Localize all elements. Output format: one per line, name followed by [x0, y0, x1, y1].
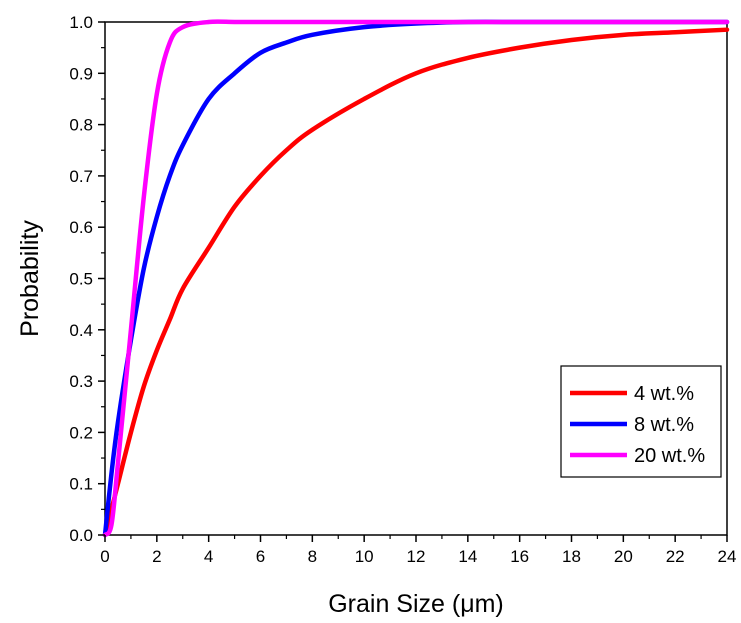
y-tick-label: 0.0: [69, 526, 93, 545]
y-tick-label: 0.9: [69, 64, 93, 83]
x-tick-label: 12: [407, 547, 426, 566]
y-tick-label: 0.8: [69, 116, 93, 135]
y-axis-ticks: 0.0 0.1 0.2 0.3 0.4 0.5 0.6 0.7 0.8 0.9 1.0: [69, 13, 105, 545]
series-line-0: [102, 27, 730, 538]
x-tick-label: 8: [308, 547, 317, 566]
legend-label-2: 20 wt.%: [634, 445, 705, 467]
x-axis-ticks: 0 2 4 6 8 10 12 14 16 18 20 22 24: [100, 535, 736, 566]
y-tick-label: 0.6: [69, 218, 93, 237]
x-tick-label: 16: [510, 547, 529, 566]
x-tick-label: 24: [718, 547, 737, 566]
x-tick-label: 14: [458, 547, 477, 566]
series-layer: [102, 19, 730, 538]
legend-label-0: 4 wt.%: [634, 383, 694, 405]
y-tick-label: 0.2: [69, 423, 93, 442]
y-tick-label: 0.7: [69, 167, 93, 186]
x-axis-title: Grain Size (μm): [328, 590, 504, 618]
legend: 4 wt.% 8 wt.% 20 wt.%: [560, 365, 722, 478]
x-tick-label: 0: [100, 547, 109, 566]
x-tick-label: 6: [256, 547, 265, 566]
y-tick-label: 1.0: [69, 13, 93, 32]
x-tick-label: 20: [614, 547, 633, 566]
y-tick-label: 0.4: [69, 321, 93, 340]
x-tick-label: 4: [204, 547, 213, 566]
y-tick-label: 0.5: [69, 270, 93, 289]
legend-box: [560, 365, 722, 478]
legend-label-1: 8 wt.%: [634, 414, 694, 436]
y-axis-title: Probability: [16, 220, 44, 337]
x-tick-label: 18: [562, 547, 581, 566]
x-tick-label: 2: [152, 547, 161, 566]
y-tick-label: 0.1: [69, 475, 93, 494]
x-tick-label: 10: [355, 547, 374, 566]
y-tick-label: 0.3: [69, 372, 93, 391]
x-tick-label: 22: [666, 547, 685, 566]
series-line-2: [102, 19, 730, 538]
